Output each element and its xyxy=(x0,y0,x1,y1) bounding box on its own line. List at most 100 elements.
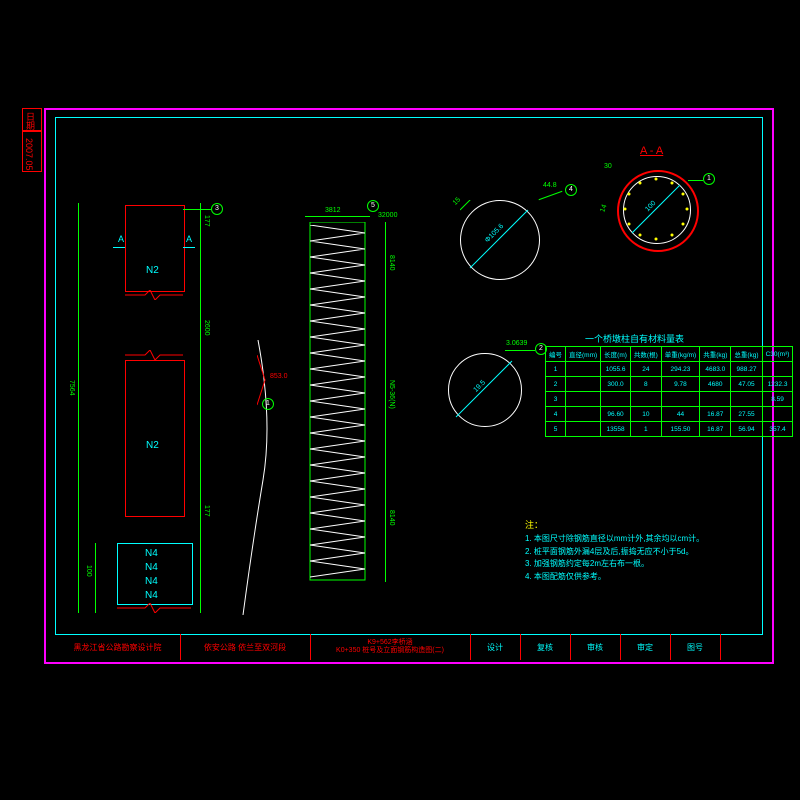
aa-l1-t: 1 xyxy=(707,175,711,182)
c2-leader xyxy=(505,350,535,351)
dim-upper: 177 xyxy=(203,215,210,227)
spiral-count: 32000 xyxy=(378,212,397,219)
table-header: 单重(kg/m) xyxy=(661,347,699,362)
note-1: 1. 本图尺寸除钢筋直径以mm计外,其余均以cm计。 xyxy=(525,533,704,546)
title-cell-6: 审定 xyxy=(620,634,671,660)
notes-title: 注： xyxy=(525,520,543,530)
table-cell xyxy=(566,407,601,422)
spiral-h-t2: 8140 xyxy=(388,510,395,526)
note-2: 2. 桩平面钢筋外漏4层及后,振捣无应不小于5d。 xyxy=(525,546,704,559)
table-cell xyxy=(762,407,793,422)
title-cell-1: 依安公路 依兰至双河段 xyxy=(180,634,311,660)
leader-3 xyxy=(183,209,211,210)
table-cell: 4683.0 xyxy=(700,362,731,377)
table-cell: 16.87 xyxy=(700,422,731,437)
table-cell: 2 xyxy=(546,377,566,392)
n4-label-1: N4 xyxy=(145,548,158,559)
aa-l1-line xyxy=(688,180,703,181)
circle-1-dim xyxy=(460,200,538,278)
break-2 xyxy=(125,350,183,360)
table-cell: 1 xyxy=(546,362,566,377)
notes-block: 注： 1. 本图尺寸除钢筋直径以mm计外,其余均以cm计。 2. 桩平面钢筋外漏… xyxy=(525,518,704,584)
n2-label-1: N2 xyxy=(146,265,159,276)
table-cell: 4680 xyxy=(700,377,731,392)
materials-table: 编号直径(mm)长度(m)共数(根)单重(kg/m)共重(kg)总重(kg)C3… xyxy=(545,346,793,437)
spiral-top-dim xyxy=(305,216,370,217)
c2-dim: 3.0639 xyxy=(506,340,527,347)
title-cell-2: K9+562李桥涵 K0+350 桩号及立面钢筋构造图(二) xyxy=(310,634,471,660)
note-3: 3. 加强钢筋约定每2m左右布一根。 xyxy=(525,558,704,571)
break-3 xyxy=(117,603,191,613)
table-cell: 24 xyxy=(630,362,661,377)
pile-rect-1 xyxy=(125,205,185,292)
table-cell: 4 xyxy=(546,407,566,422)
c1-448: 44.8 xyxy=(543,182,557,189)
n4-label-2: N4 xyxy=(145,562,158,573)
table-cell: 27.55 xyxy=(731,407,762,422)
section-a-top-l: A xyxy=(118,234,124,244)
table-cell: 8 xyxy=(630,377,661,392)
table-cell: 5 xyxy=(546,422,566,437)
sec-aa-bars xyxy=(617,170,695,248)
aa-leader-1: 1 xyxy=(703,173,715,185)
title-cell-0: 黑龙江省公路勘察设计院 xyxy=(55,634,181,660)
table-cell xyxy=(566,377,601,392)
leader-3-circ: 3 xyxy=(211,203,223,215)
table-cell: 357.4 xyxy=(762,422,793,437)
table-cell: 16.87 xyxy=(700,407,731,422)
side-date-label: 日期 xyxy=(24,112,37,130)
table-cell: 44 xyxy=(661,407,699,422)
table-cell xyxy=(731,392,762,407)
table-header: 直径(mm) xyxy=(566,347,601,362)
table-cell xyxy=(601,392,631,407)
table-row: 496.60104416.8727.55 xyxy=(546,407,793,422)
title-cell-4: 复核 xyxy=(520,634,571,660)
table-cell: 13558 xyxy=(601,422,631,437)
table-cell: 3 xyxy=(546,392,566,407)
pile-rect-2 xyxy=(125,360,185,517)
circle-2-dim xyxy=(448,353,520,425)
cad-canvas: 日期 2007.05 N2 N2 N4 N4 N4 N4 A A 7564 10… xyxy=(0,0,800,800)
table-cell: 988.27 xyxy=(731,362,762,377)
table-cell xyxy=(566,422,601,437)
table-cell xyxy=(566,362,601,377)
dim-mid: 2600 xyxy=(203,320,210,336)
table-cell: 10 xyxy=(630,407,661,422)
title-cell-3: 设计 xyxy=(470,634,521,660)
table-cell: 1055.6 xyxy=(601,362,631,377)
n2-label-2: N2 xyxy=(146,440,159,451)
table-cell xyxy=(762,362,793,377)
table-cell: 155.50 xyxy=(661,422,699,437)
table-cell xyxy=(566,392,601,407)
dim-v-left2 xyxy=(95,543,96,613)
title-cell-8 xyxy=(720,634,761,660)
table-cell xyxy=(700,392,731,407)
c1-num: 4 xyxy=(565,184,577,196)
table-row: 1 1055.624294.234683.0988.27 xyxy=(546,362,793,377)
table-cell: 300.0 xyxy=(601,377,631,392)
table-row: 2 300.089.78468047.051232.3 xyxy=(546,377,793,392)
c1-num-t: 4 xyxy=(569,186,573,193)
table-title: 一个桥墩柱自有材料量表 xyxy=(585,332,684,345)
side-date-value: 2007.05 xyxy=(24,138,34,171)
table-cell: 47.05 xyxy=(731,377,762,392)
sec-a-line-r xyxy=(183,247,195,248)
break-1 xyxy=(125,290,183,300)
n4-label-4: N4 xyxy=(145,590,158,601)
table-cell: 56.94 xyxy=(731,422,762,437)
sec-aa-title: A - A xyxy=(640,145,663,157)
sec-a-line-l xyxy=(113,247,125,248)
table-cell: 9.78 xyxy=(661,377,699,392)
dim-v-left xyxy=(78,203,79,613)
table-cell: 294.23 xyxy=(661,362,699,377)
table-header: 总重(kg) xyxy=(731,347,762,362)
dim-v-right xyxy=(200,203,201,613)
spiral-zigzag xyxy=(310,225,365,579)
table-cell: 1232.3 xyxy=(762,377,793,392)
table-row: 38.59 xyxy=(546,392,793,407)
dim-bottom: 100 xyxy=(85,565,92,577)
table-cell: 8.59 xyxy=(762,392,793,407)
section-a-top-r: A xyxy=(186,234,192,244)
spiral-leader5: 5 xyxy=(367,200,379,212)
dim-lower: 177 xyxy=(203,505,210,517)
